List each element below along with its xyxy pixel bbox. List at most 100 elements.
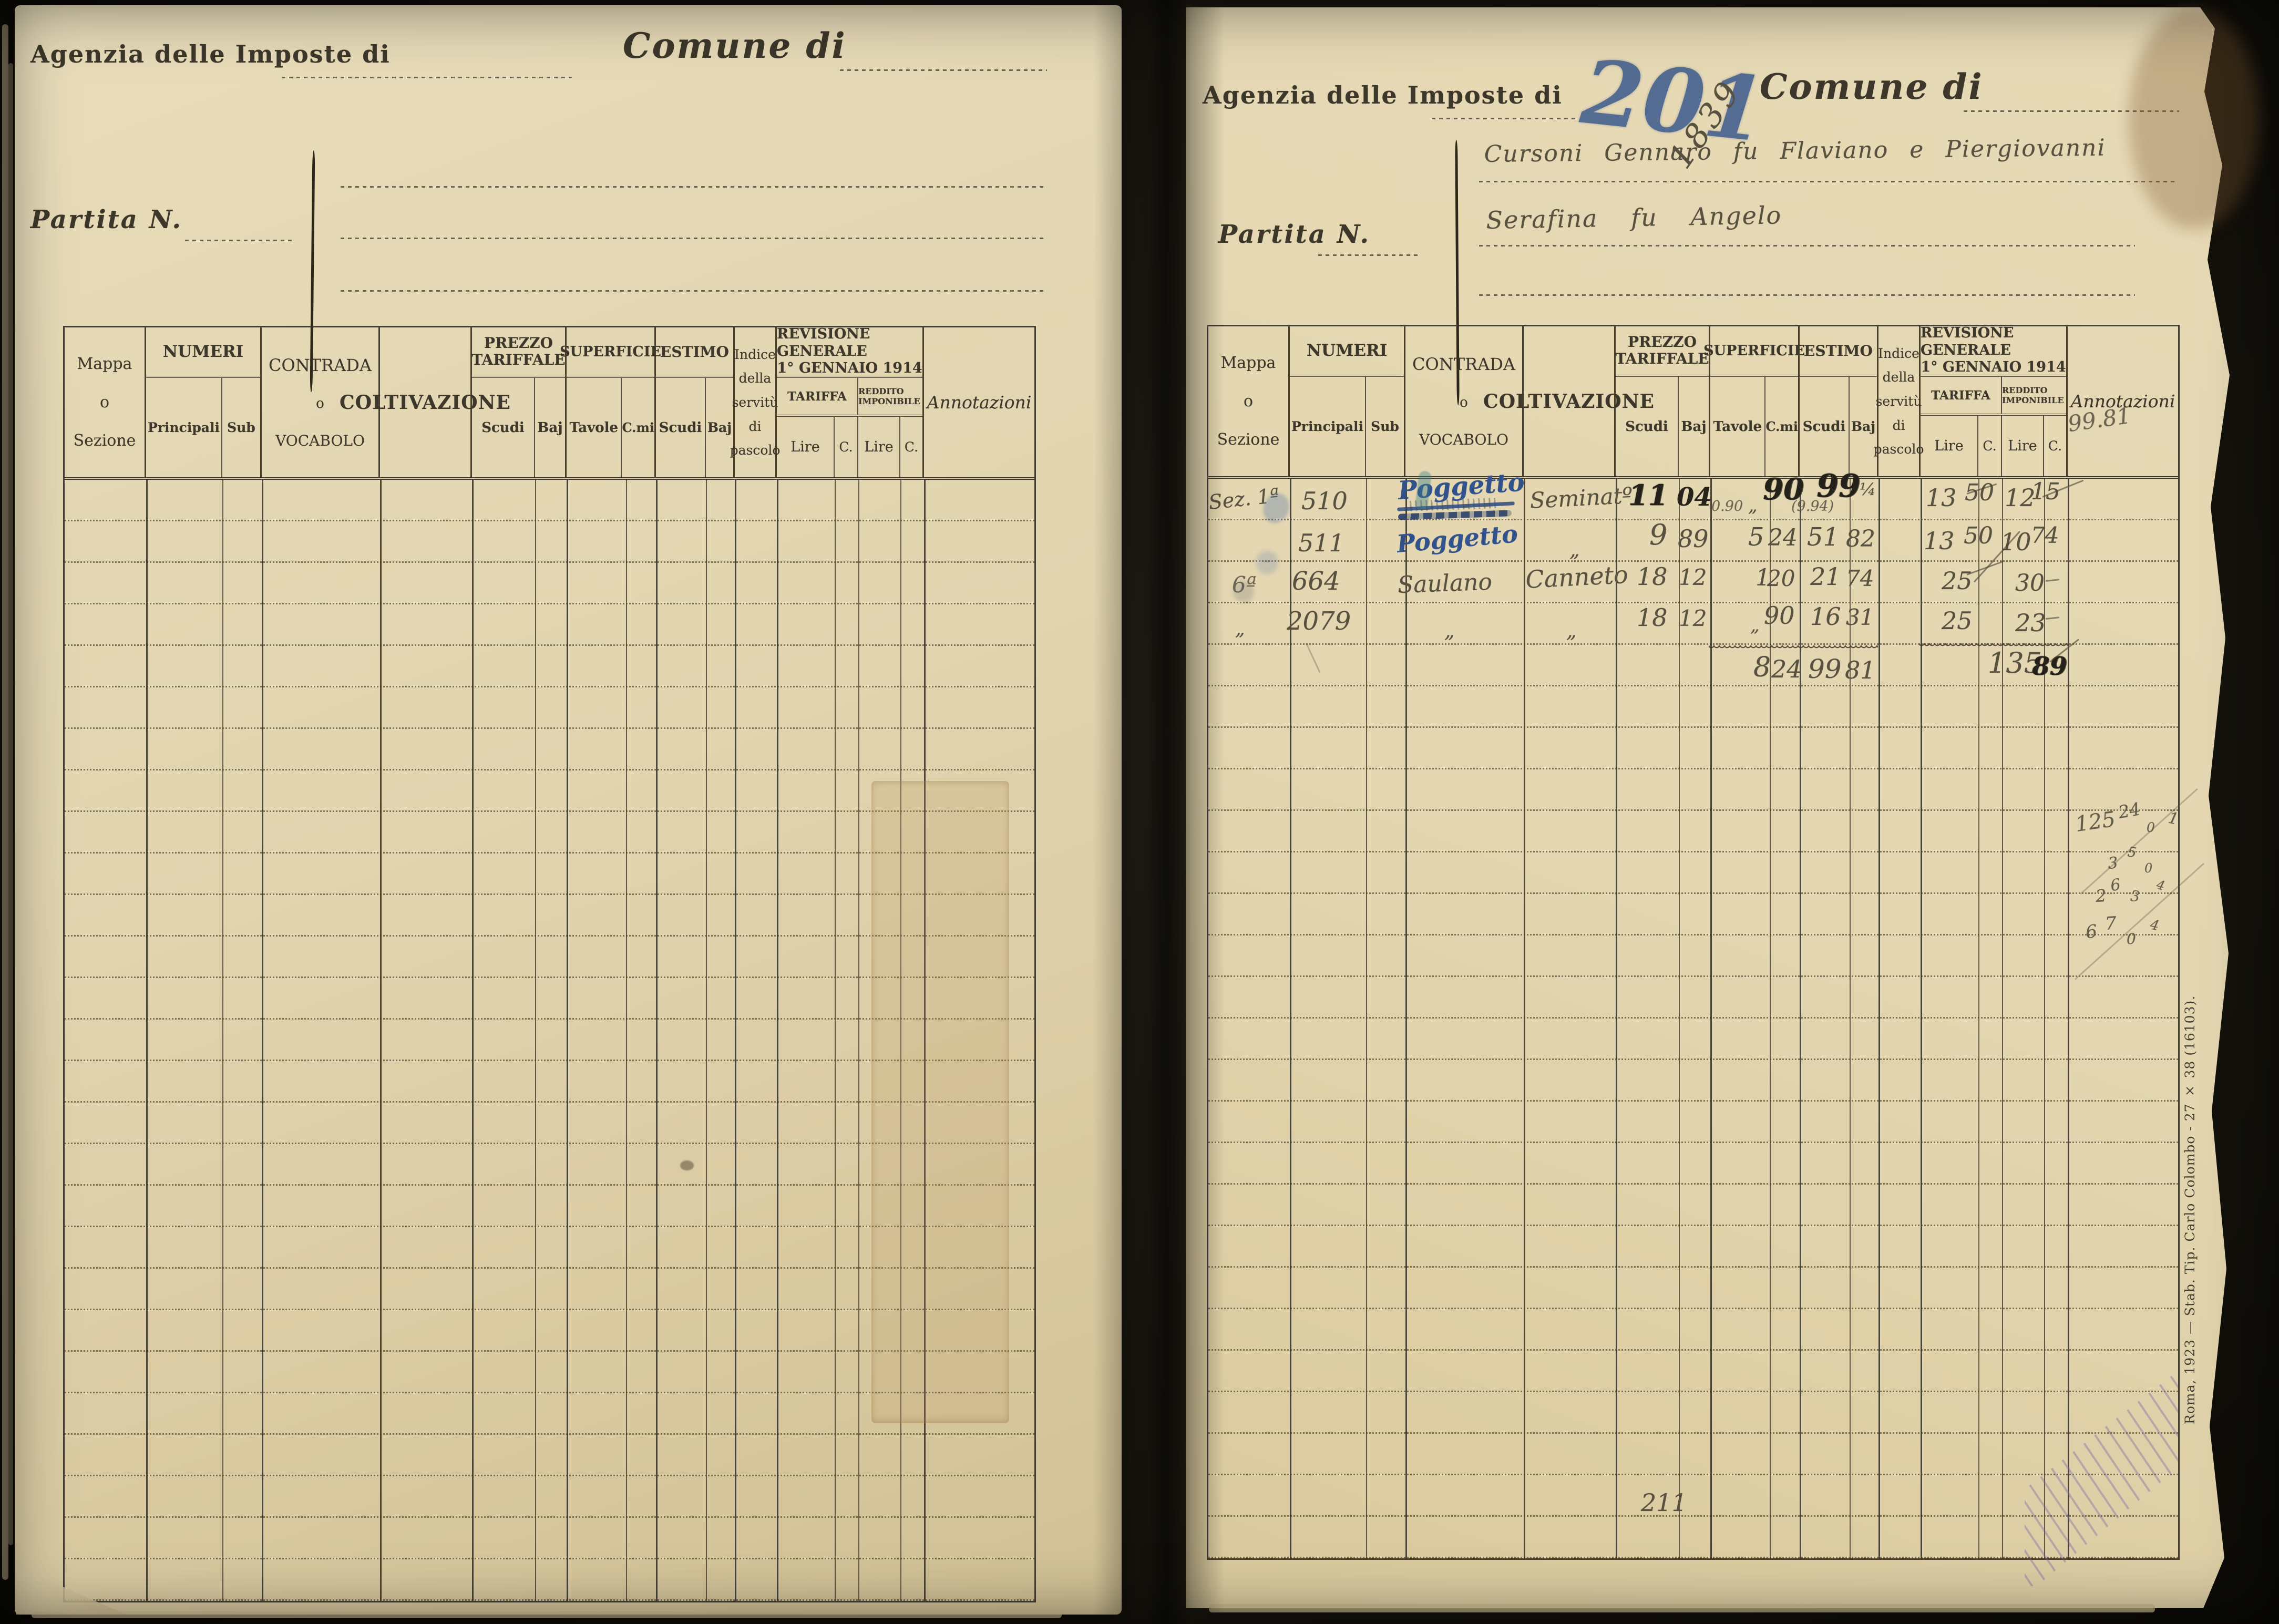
col-coltivazione: COLTIVAZIONE	[340, 327, 510, 477]
cell-sup-note-r1: 0.90	[1711, 498, 1743, 515]
table-row	[65, 1103, 1034, 1144]
header-reddito-lire: Lire	[2008, 438, 2037, 454]
sheet-edge	[8, 63, 13, 1545]
col-superficie: SUPERFICIE Tavole C.mi	[560, 327, 661, 477]
fill-line	[282, 77, 572, 78]
table-row	[1208, 1392, 2178, 1434]
col-revisione-generale: REVISIONE GENERALE 1° GENNAIO 1914 TARIF…	[777, 326, 924, 477]
comune-label-right: Comune di	[1760, 66, 1984, 107]
fill-line	[1479, 294, 2135, 296]
cell-tariffa-lire-r3: 25	[1942, 567, 1973, 595]
table-row	[1208, 894, 2178, 936]
header-prezzo-1: PREZZO	[1628, 333, 1697, 351]
table-row	[1208, 728, 2178, 769]
header-indice-1: Indice	[734, 346, 776, 362]
cell-coltivazione-r1: Seminatº	[1529, 482, 1634, 513]
col-contrada: CONTRADA o VOCABOLO	[262, 327, 380, 477]
cell-sup-tavole-r1: „	[1748, 495, 1758, 516]
header-o: o	[1243, 392, 1254, 410]
header-principali: Principali	[147, 420, 220, 435]
table-row	[1208, 1351, 2178, 1392]
sheet-edge	[2, 24, 8, 1580]
agenzia-label-left: Agenzia delle Imposte di	[30, 40, 391, 68]
total-estimo-scudi: 99	[1808, 654, 1842, 684]
fill-line	[341, 238, 1047, 239]
header-numeri: NUMERI	[1306, 341, 1388, 360]
cell-estimo-baj-r2: 82	[1846, 526, 1875, 552]
table-row	[1208, 1268, 2178, 1309]
pencil-arithmetic: 125240135026346704	[2074, 798, 2198, 978]
col-indice-pascolo: Indice della servitù di pascolo	[730, 327, 780, 477]
fill-line	[840, 69, 1047, 71]
col-prezzo-tariffale: PREZZO TARIFFALE Scudi Baj	[1615, 326, 1710, 476]
col-contrada: CONTRADA o VOCABOLO	[1405, 326, 1524, 476]
table-row	[1208, 1226, 2178, 1268]
pencil-calc-digit: 1	[2167, 808, 2180, 829]
cell-reddito-lire-r2: 10	[2000, 528, 2031, 556]
ink-smudge	[1256, 551, 1278, 574]
pencil-calc-digit: 4	[2155, 877, 2167, 893]
table-row	[65, 937, 1034, 978]
table-row	[1208, 977, 2178, 1019]
header-annotazioni: Annotazioni	[2070, 391, 2175, 412]
header-superficie: SUPERFICIE	[560, 343, 661, 360]
cell-estimo-scudi-r2: 51	[1807, 522, 1840, 552]
table-row	[1208, 936, 2178, 977]
table-row	[65, 1020, 1034, 1061]
header-contrada-o: o	[1460, 395, 1468, 410]
header-vocabolo: VOCABOLO	[1419, 431, 1508, 448]
left-page	[15, 5, 1122, 1615]
col-annotazioni: Annotazioni	[924, 327, 1034, 477]
cell-sup-cmi-r4: 90	[1764, 601, 1795, 630]
header-revisione-2: 1° GENNAIO 1914	[777, 360, 922, 377]
header-prezzo-scudi: Scudi	[481, 419, 525, 436]
pencil-calc-digit: 4	[2149, 917, 2161, 934]
table-row	[1208, 811, 2178, 852]
header-coltivazione: COLTIVAZIONE	[340, 391, 511, 414]
table-row	[65, 604, 1034, 646]
header-indice-4: di	[748, 418, 762, 434]
pencil-calc-digit: 0	[2147, 820, 2155, 835]
header-vocabolo: VOCABOLO	[275, 432, 365, 449]
stain	[680, 1160, 694, 1170]
header-tariffa: TARIFFA	[787, 389, 847, 404]
cell-tariffa-lire-r2: 13	[1924, 527, 1955, 555]
col-indice-pascolo: Indice della servitù di pascolo	[1874, 326, 1924, 476]
cell-sup-cmi-r2: 24	[1768, 525, 1798, 551]
header-reddito-imponibile: REDDITO IMPONIBILE	[858, 386, 920, 406]
printer-colophon: Roma, 1923 — Stab. Tip. Carlo Colombo - …	[2182, 995, 2198, 1424]
cell-prezzo-baj-r4: 12	[1679, 605, 1707, 631]
cell-sezione-r4: „	[1235, 618, 1245, 640]
col-prezzo-tariffale: PREZZO TARIFFALE Scudi Baj	[471, 327, 567, 477]
table-row	[65, 521, 1034, 563]
cell-reddito-lire-r4: 23	[2015, 609, 2046, 637]
table-row	[1208, 520, 2178, 562]
total-rule-wavy	[1919, 643, 2069, 647]
header-superficie: SUPERFICIE	[1703, 342, 1805, 359]
sheet-edge	[32, 1611, 1062, 1618]
header-contrada: CONTRADA	[268, 355, 372, 375]
header-tariffa: TARIFFA	[1931, 388, 1990, 403]
col-annotazioni: Annotazioni	[2068, 326, 2178, 476]
total-rule-wavy	[1709, 645, 1878, 649]
fill-line	[1479, 181, 2177, 182]
cell-sup-tavole-r4: „	[1750, 615, 1760, 636]
col-coltivazione: COLTIVAZIONE	[1483, 326, 1654, 476]
tape-repair	[871, 781, 1009, 1423]
cell-coltivazione-r3: Canneto	[1525, 560, 1629, 594]
cell-prezzo-baj-r2: 89	[1678, 525, 1709, 553]
pencil-calc-digit: 2	[2095, 885, 2107, 906]
table-body	[1208, 479, 2178, 1558]
header-annotazioni: Annotazioni	[927, 392, 1032, 413]
header-estimo-baj: Baj	[1851, 419, 1876, 434]
agenzia-label-right: Agenzia delle Imposte di	[1203, 81, 1563, 109]
header-sezione: Sezione	[1217, 430, 1280, 449]
cell-coltivazione-r4: „	[1566, 619, 1577, 642]
table-row	[65, 563, 1034, 604]
header-sub: Sub	[1371, 419, 1399, 434]
header-tariffa-lire: Lire	[1934, 438, 1964, 454]
cell-estimo-baj-r4: 31	[1846, 604, 1874, 630]
header-mappa: Mappa	[1220, 354, 1276, 372]
header-sub: Sub	[227, 420, 255, 435]
header-indice-2: della	[1882, 369, 1915, 385]
